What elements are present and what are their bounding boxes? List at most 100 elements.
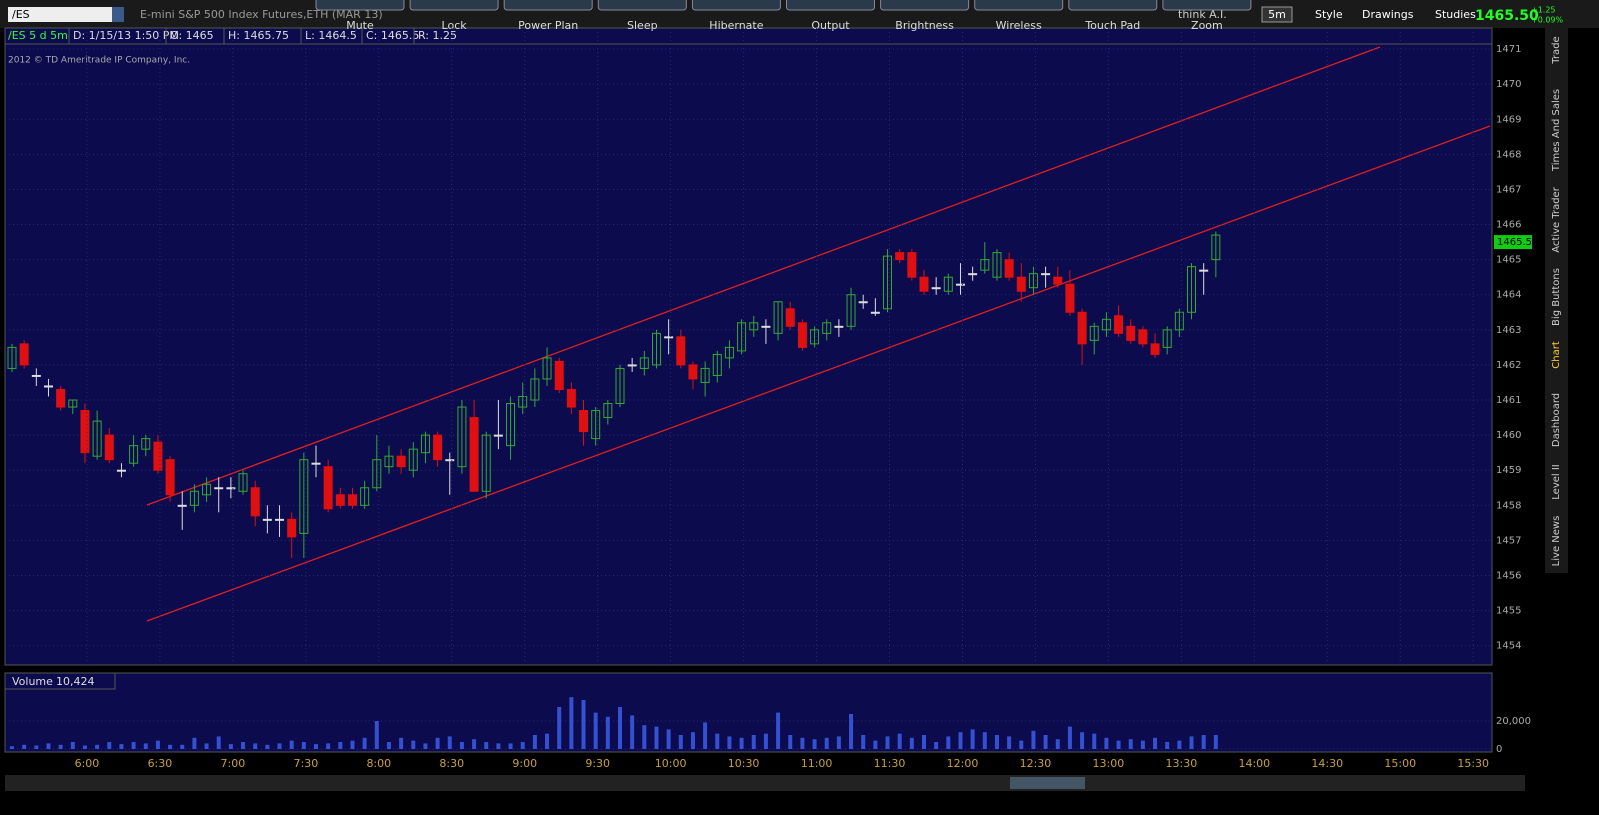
volume-bar <box>970 729 975 749</box>
volume-bar <box>10 746 14 749</box>
candle-body <box>214 487 224 490</box>
volume-bar <box>520 742 525 749</box>
side-tab[interactable]: Chart <box>1551 341 1562 369</box>
toolbar-button[interactable] <box>974 0 1064 11</box>
toolbar-label[interactable]: Hibernate <box>709 19 763 32</box>
toolbar-label[interactable]: Wireless <box>996 19 1042 32</box>
candle-body <box>761 325 771 328</box>
candle-body <box>287 518 297 538</box>
volume-bar <box>1055 739 1060 749</box>
toolbar-button[interactable] <box>691 0 781 11</box>
y-tick-label: 1456 <box>1496 571 1521 582</box>
toolbar-button[interactable] <box>1162 0 1252 11</box>
volume-bar <box>496 743 501 749</box>
candle-body <box>1065 283 1075 313</box>
volume-bar <box>253 743 258 749</box>
aggregation[interactable]: 5m <box>1268 8 1286 21</box>
volume-bar <box>1080 732 1085 749</box>
volume-bar <box>155 740 160 749</box>
volume-last: 10,424 <box>56 675 95 688</box>
info-item: C: 1465.5 <box>366 29 419 42</box>
symbol[interactable]: /ES <box>12 8 30 21</box>
volume-bar <box>654 726 659 749</box>
y-tick-label: 1468 <box>1496 149 1521 160</box>
side-tab[interactable]: Big Buttons <box>1551 268 1562 326</box>
candle-body <box>530 378 540 401</box>
toolbar-button[interactable] <box>786 0 875 11</box>
candle-body <box>749 322 759 331</box>
candle-body <box>141 438 151 450</box>
candle-body <box>615 367 625 405</box>
volume-bar <box>642 725 647 749</box>
time-label: 9:00 <box>512 757 537 770</box>
toolbar-button[interactable] <box>597 0 687 11</box>
volume-bar <box>216 736 221 749</box>
channel-lower <box>146 125 1491 622</box>
time-label: 6:30 <box>148 757 173 770</box>
y-tick-label: 1465 <box>1496 255 1521 266</box>
time-label: 7:00 <box>221 757 246 770</box>
aggregation-box[interactable] <box>1261 6 1293 23</box>
time-label: 11:00 <box>801 757 833 770</box>
volume-bar <box>934 742 939 749</box>
toolbar-label[interactable]: Zoom <box>1191 19 1223 32</box>
candle-body <box>19 343 29 366</box>
side-tab[interactable]: Live News <box>1551 516 1562 567</box>
toolbar-label[interactable]: Touch Pad <box>1084 19 1140 32</box>
toolbar-button[interactable] <box>503 0 593 11</box>
volume-bar <box>885 736 890 749</box>
volume-bar <box>1128 739 1133 749</box>
candle-body <box>1211 234 1221 261</box>
scrollbar[interactable] <box>5 775 1525 791</box>
candle-body <box>566 388 576 408</box>
volume-bar <box>763 733 768 749</box>
y-tick-label: 1467 <box>1496 184 1521 195</box>
symbol-dropdown[interactable] <box>112 7 124 22</box>
toolbar-label[interactable]: Lock <box>442 19 468 32</box>
candle-body <box>992 252 1002 278</box>
side-tab[interactable]: Trade <box>1551 36 1562 64</box>
candle-body <box>457 406 467 468</box>
candle-body <box>262 518 272 521</box>
side-tab[interactable]: Times And Sales <box>1551 89 1562 172</box>
style-button[interactable]: Style <box>1315 8 1343 21</box>
volume-bar <box>812 739 817 749</box>
toolbar-button[interactable] <box>409 0 499 11</box>
toolbar-button[interactable] <box>315 0 405 11</box>
candle-body <box>275 518 285 521</box>
volume-bar <box>1201 735 1206 749</box>
studies-button[interactable]: Studies <box>1435 8 1476 21</box>
candle-body <box>737 322 747 352</box>
volume-bar <box>605 716 610 749</box>
side-tab[interactable]: Level II <box>1551 464 1562 499</box>
volume-bar <box>241 742 246 749</box>
symbol-box[interactable] <box>8 7 112 22</box>
toolbar-label[interactable]: Output <box>811 19 850 32</box>
toolbar-button[interactable] <box>1068 0 1158 11</box>
toolbar-button[interactable] <box>880 0 970 11</box>
toolbar-label[interactable]: Sleep <box>627 19 658 32</box>
side-tab[interactable]: Dashboard <box>1551 393 1562 447</box>
toolbar-label[interactable]: Brightness <box>895 19 954 32</box>
volume-bar <box>338 742 343 749</box>
candle-body <box>518 396 528 408</box>
candle-body <box>129 445 139 464</box>
candle-body <box>7 346 17 369</box>
candle-body <box>676 336 686 366</box>
volume-header <box>4 672 116 690</box>
candle-body <box>883 255 893 310</box>
volume-bar <box>289 740 294 749</box>
scroll-thumb[interactable] <box>1010 777 1085 789</box>
candle-body <box>250 487 260 517</box>
ai-button[interactable]: think A.I. <box>1178 8 1227 21</box>
drawings-button[interactable]: Drawings <box>1362 8 1414 21</box>
toolbar-label[interactable]: Mute <box>346 19 374 32</box>
toolbar-label[interactable]: Power Plan <box>518 19 578 32</box>
side-tab[interactable]: Active Trader <box>1551 186 1562 252</box>
volume-bar <box>204 743 209 749</box>
volume-bar <box>1213 735 1218 749</box>
volume-bar <box>678 735 683 749</box>
volume-bar <box>873 740 878 749</box>
volume-bar <box>776 712 781 749</box>
